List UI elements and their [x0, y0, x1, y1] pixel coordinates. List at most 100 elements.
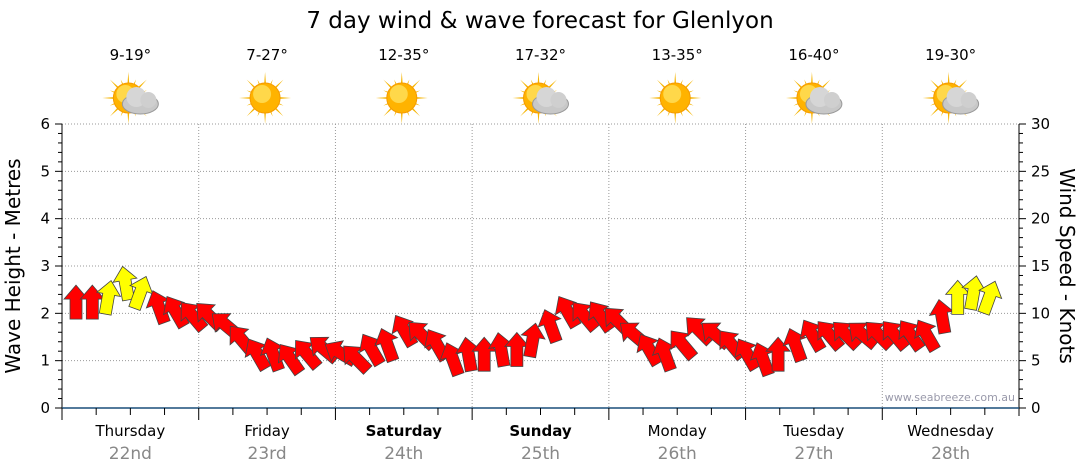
wind-arrow — [914, 319, 941, 354]
wind-arrow — [374, 328, 400, 364]
day-label: Tuesday — [782, 422, 844, 440]
wind-arrow-shape — [537, 309, 563, 345]
wind-arrow — [670, 330, 699, 362]
temp-range: 9-19° — [110, 46, 152, 64]
cloud-puff — [823, 92, 840, 108]
day-label: Sunday — [509, 422, 572, 440]
day-label: Saturday — [366, 422, 443, 440]
wind-arrow-shape — [914, 319, 941, 354]
wind-arrow-shape — [799, 319, 827, 354]
wind-arrow — [244, 338, 272, 373]
sun-highlight — [253, 85, 272, 103]
right-tick-label: 15 — [1031, 257, 1050, 275]
date-label: 27th — [794, 444, 833, 464]
temp-range: 16-40° — [788, 46, 839, 64]
left-tick-label: 4 — [40, 210, 50, 228]
wind-arrow — [817, 321, 846, 353]
day-label: Wednesday — [907, 422, 994, 440]
wind-arrow-shape — [961, 275, 987, 311]
wind-arrow-shape — [259, 337, 285, 373]
wind-arrow — [455, 336, 481, 373]
day-label: Friday — [244, 422, 290, 440]
wind-arrow — [343, 345, 373, 375]
wind-arrow — [537, 309, 563, 345]
left-tick-label: 3 — [40, 257, 50, 275]
date-label: 25th — [521, 444, 560, 464]
wind-arrow-shape — [817, 321, 846, 353]
wind-arrow-shape — [374, 328, 400, 364]
right-tick-label: 30 — [1031, 115, 1050, 133]
date-label: 26th — [658, 444, 697, 464]
sun-highlight — [663, 85, 682, 103]
left-axis-label: Wave Height - Metres — [1, 158, 25, 373]
right-tick-label: 25 — [1031, 162, 1050, 180]
right-tick-label: 5 — [1031, 352, 1041, 370]
wind-arrow — [503, 331, 530, 367]
sun-icon — [239, 72, 292, 124]
wind-arrow-shape — [63, 284, 89, 320]
temp-range: 17-32° — [515, 46, 566, 64]
cloud-puff — [140, 92, 157, 108]
sun-highlight — [389, 85, 408, 103]
date-label: 28th — [931, 444, 970, 464]
sun-cloud-icon — [922, 72, 980, 124]
temp-range: 13-35° — [652, 46, 703, 64]
wind-arrow-shape — [651, 337, 677, 373]
wind-arrow-shape — [503, 331, 530, 367]
wind-arrow-shape — [455, 336, 481, 373]
right-tick-label: 0 — [1031, 399, 1041, 417]
wind-arrow — [358, 333, 386, 368]
wind-arrow — [520, 322, 546, 359]
wind-arrow-shape — [145, 290, 171, 326]
sun-icon — [375, 72, 428, 124]
sun-cloud-icon — [785, 72, 843, 124]
wind-arrow — [961, 275, 987, 311]
watermark: www.seabreeze.com.au — [885, 391, 1015, 404]
wind-arrow-shape — [520, 322, 546, 359]
temp-range: 12-35° — [378, 46, 429, 64]
wind-arrow-shape — [277, 343, 306, 377]
wind-arrow — [63, 284, 89, 320]
wind-arrow — [95, 280, 122, 316]
sun-icon — [649, 72, 702, 124]
date-label: 24th — [384, 444, 423, 464]
wind-arrow — [259, 337, 285, 373]
right-tick-label: 10 — [1031, 304, 1050, 322]
day-label: Thursday — [94, 422, 165, 440]
temp-range: 7-27° — [246, 46, 288, 64]
wind-arrow-shape — [898, 320, 926, 353]
wind-arrow — [180, 302, 209, 334]
left-tick-label: 0 — [40, 399, 50, 417]
wind-arrow — [799, 319, 827, 354]
wind-arrow — [294, 340, 323, 371]
sun-cloud-icon — [102, 72, 159, 124]
wind-arrow-shape — [294, 340, 323, 371]
wind-arrow-shape — [180, 302, 209, 334]
wind-arrow — [651, 337, 677, 373]
left-tick-label: 2 — [40, 304, 50, 322]
wind-arrow — [163, 295, 190, 330]
wind-arrow-shape — [487, 332, 514, 368]
chart-title: 7 day wind & wave forecast for Glenlyon — [306, 8, 773, 34]
date-label: 23rd — [248, 444, 287, 464]
wind-arrow-shape — [670, 330, 699, 362]
cloud-puff — [960, 92, 977, 108]
right-tick-label: 20 — [1031, 210, 1050, 228]
wind-arrow-shape — [343, 345, 373, 375]
wind-arrow-shape — [244, 338, 272, 373]
wind-arrow-shape — [163, 295, 190, 330]
wind-arrow-shape — [358, 333, 386, 368]
wind-arrow — [128, 275, 154, 312]
left-tick-label: 5 — [40, 162, 50, 180]
day-label: Monday — [648, 422, 707, 440]
wind-arrow-shape — [95, 280, 122, 316]
right-axis-label: Wind Speed - Knots — [1055, 168, 1079, 364]
wind-arrow-shape — [977, 280, 1003, 316]
wind-arrow-shape — [928, 298, 955, 335]
left-tick-label: 6 — [40, 115, 50, 133]
wind-arrow — [145, 290, 171, 326]
wind-arrow — [554, 295, 582, 330]
left-tick-label: 1 — [40, 352, 50, 370]
cloud-puff — [550, 92, 567, 108]
